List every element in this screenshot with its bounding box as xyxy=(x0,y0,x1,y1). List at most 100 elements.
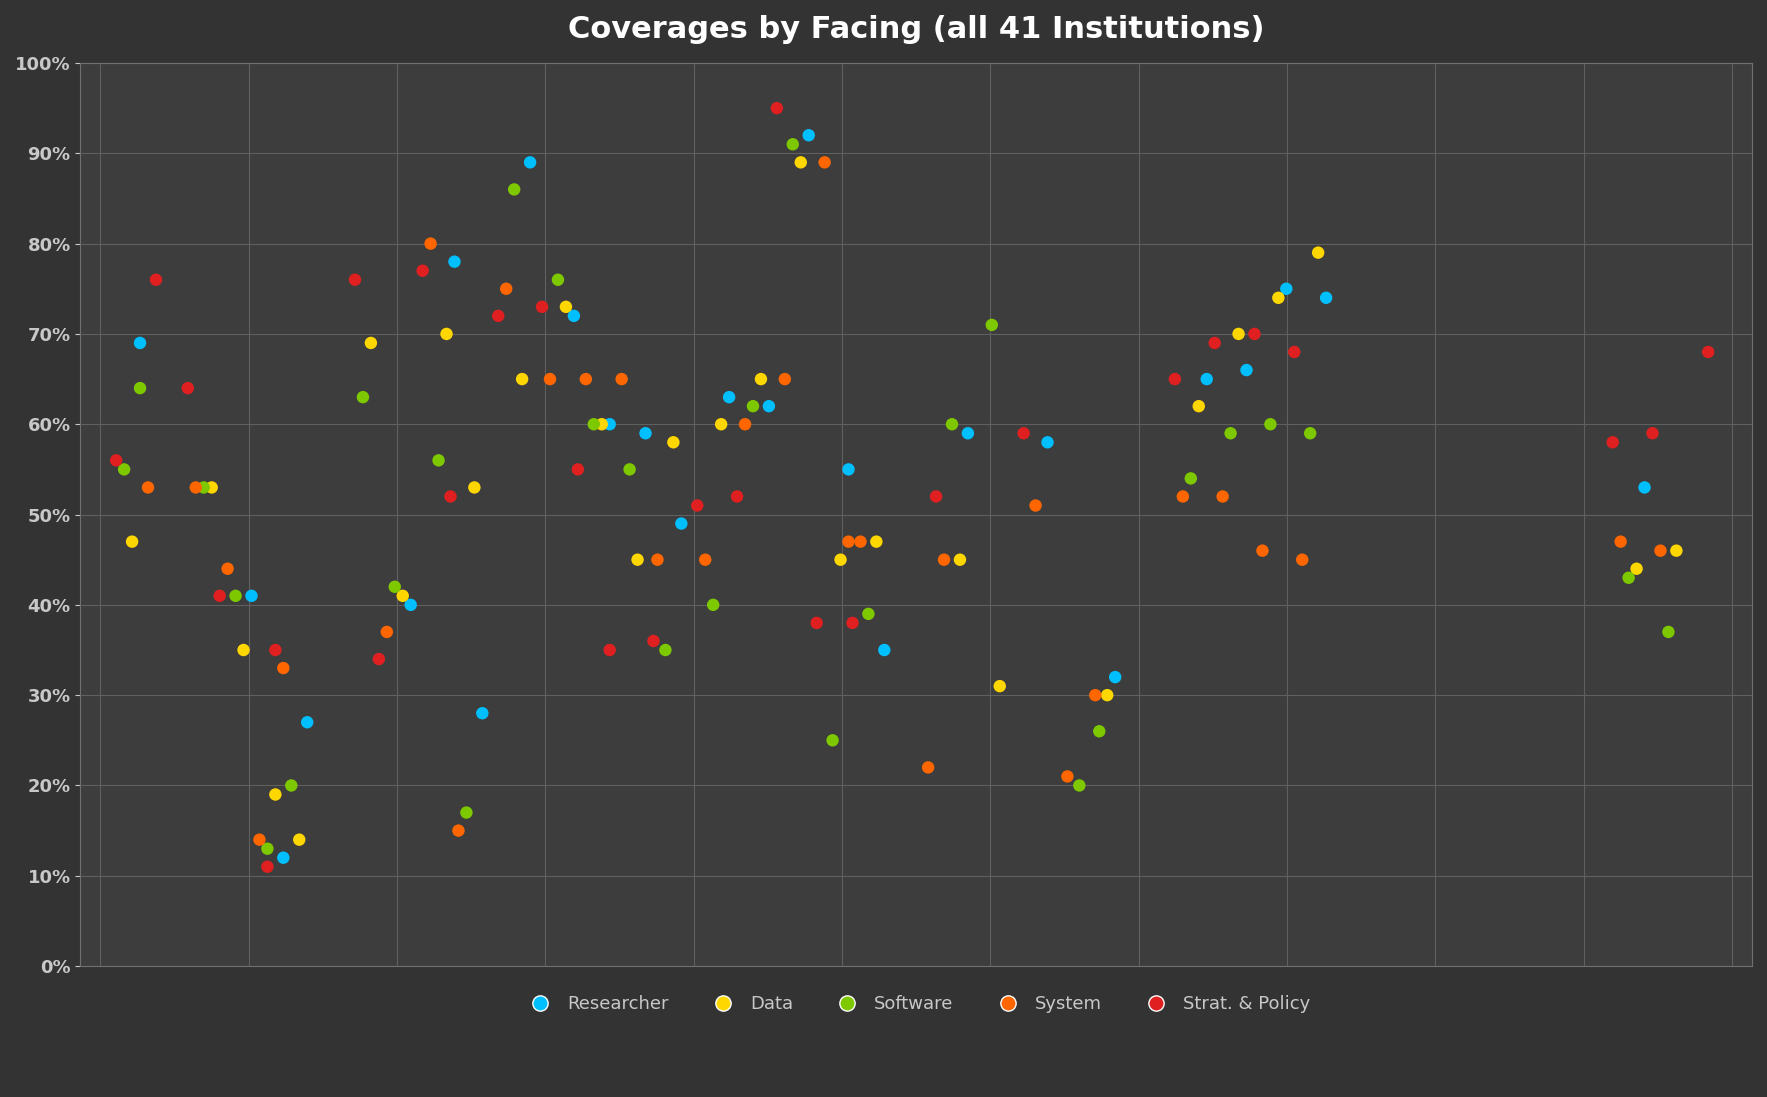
Strat. & Policy xyxy=(595,642,624,659)
System xyxy=(573,371,601,388)
Data xyxy=(198,478,226,496)
Researcher xyxy=(716,388,744,406)
System xyxy=(770,371,799,388)
System xyxy=(373,623,401,641)
Researcher xyxy=(269,849,297,867)
Software xyxy=(452,804,481,822)
Strat. & Policy xyxy=(922,488,951,506)
Researcher xyxy=(1272,280,1301,297)
Strat. & Policy xyxy=(102,452,131,470)
Data xyxy=(1184,397,1212,415)
Strat. & Policy xyxy=(173,380,201,397)
Data xyxy=(624,551,652,568)
Strat. & Policy xyxy=(564,461,592,478)
Data xyxy=(827,551,855,568)
Strat. & Policy xyxy=(341,271,369,289)
Software xyxy=(1256,416,1285,433)
Data xyxy=(1622,559,1650,577)
System xyxy=(1288,551,1316,568)
Software xyxy=(779,136,808,154)
Researcher xyxy=(1631,478,1659,496)
Researcher xyxy=(834,461,862,478)
System xyxy=(535,371,564,388)
Data xyxy=(707,416,735,433)
Data xyxy=(118,533,147,551)
Software xyxy=(700,596,728,613)
Researcher xyxy=(954,425,982,442)
System xyxy=(914,759,942,777)
Strat. & Policy xyxy=(1200,335,1228,352)
Software xyxy=(1295,425,1323,442)
Strat. & Policy xyxy=(1695,343,1723,361)
System xyxy=(811,154,839,171)
Data xyxy=(747,371,776,388)
System xyxy=(1053,768,1081,785)
Software xyxy=(424,452,452,470)
System xyxy=(608,371,636,388)
Strat. & Policy xyxy=(262,642,290,659)
Data xyxy=(1094,687,1122,704)
System xyxy=(214,559,242,577)
Strat. & Policy xyxy=(838,614,866,632)
Strat. & Policy xyxy=(1599,433,1627,451)
Researcher xyxy=(396,596,424,613)
Researcher xyxy=(293,713,322,731)
Strat. & Policy xyxy=(364,651,392,668)
Software xyxy=(189,478,217,496)
Strat. & Policy xyxy=(436,488,465,506)
Software xyxy=(1615,569,1643,587)
Software xyxy=(818,732,846,749)
Researcher xyxy=(1034,433,1062,451)
Researcher xyxy=(869,642,898,659)
Software xyxy=(853,606,882,623)
Data xyxy=(551,298,580,316)
Data xyxy=(284,830,313,848)
Researcher xyxy=(595,416,624,433)
Software xyxy=(253,840,281,858)
Software xyxy=(652,642,680,659)
System xyxy=(417,235,445,252)
System xyxy=(1021,497,1050,514)
System xyxy=(1647,542,1675,559)
Strat. & Policy xyxy=(253,858,281,875)
Strat. & Policy xyxy=(528,298,557,316)
Strat. & Policy xyxy=(141,271,170,289)
Strat. & Policy xyxy=(1009,425,1037,442)
Strat. & Policy xyxy=(1279,343,1308,361)
Researcher xyxy=(516,154,544,171)
Researcher xyxy=(468,704,497,722)
System xyxy=(134,478,163,496)
Researcher xyxy=(560,307,588,325)
Software xyxy=(580,416,608,433)
Researcher xyxy=(1232,361,1260,378)
Data xyxy=(1304,244,1332,261)
System xyxy=(269,659,297,677)
Software xyxy=(380,578,408,596)
Strat. & Policy xyxy=(684,497,712,514)
Software xyxy=(544,271,573,289)
System xyxy=(1168,488,1196,506)
Data xyxy=(357,335,385,352)
Strat. & Policy xyxy=(484,307,512,325)
System xyxy=(444,822,472,839)
Software xyxy=(938,416,967,433)
Software xyxy=(615,461,643,478)
System xyxy=(1606,533,1634,551)
Researcher xyxy=(755,397,783,415)
System xyxy=(846,533,875,551)
System xyxy=(246,830,274,848)
System xyxy=(1248,542,1276,559)
Data xyxy=(786,154,815,171)
Researcher xyxy=(1101,668,1129,686)
Software xyxy=(1066,777,1094,794)
Strat. & Policy xyxy=(1638,425,1666,442)
Strat. & Policy xyxy=(205,587,233,604)
Title: Coverages by Facing (all 41 Institutions): Coverages by Facing (all 41 Institutions… xyxy=(567,15,1265,44)
Researcher xyxy=(440,253,468,271)
Data xyxy=(433,325,461,342)
Researcher xyxy=(1311,289,1339,306)
Software xyxy=(221,587,249,604)
Strat. & Policy xyxy=(802,614,830,632)
System xyxy=(1209,488,1237,506)
Software xyxy=(348,388,376,406)
